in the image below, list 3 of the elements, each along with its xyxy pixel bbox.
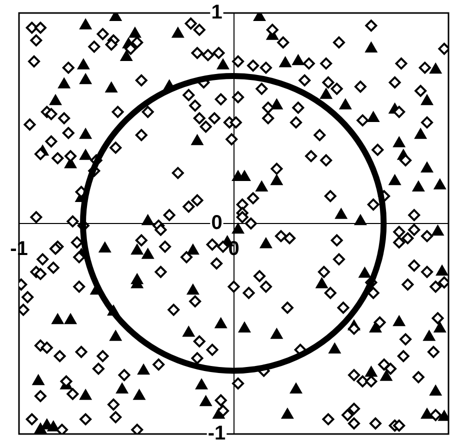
y-tick-label: 0 <box>211 212 222 234</box>
y-tick-label: 1 <box>211 2 222 24</box>
y-tick-label: -1 <box>208 422 226 445</box>
